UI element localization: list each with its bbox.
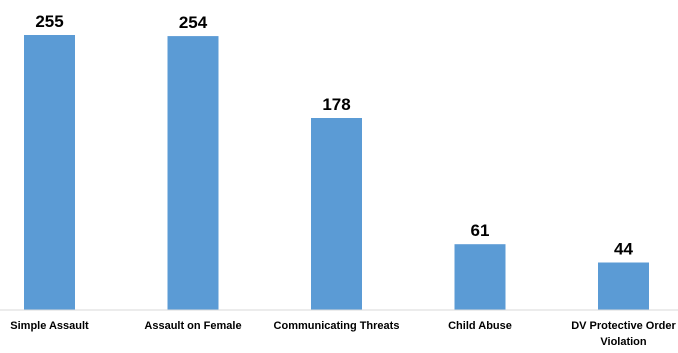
value-label-4: 44 — [614, 240, 633, 259]
bar-0 — [24, 35, 75, 310]
value-labels-group: 255 254 178 61 44 — [35, 12, 633, 259]
bar-4 — [598, 262, 649, 310]
category-label-4-line-0: DV Protective Order — [571, 320, 676, 332]
value-label-0: 255 — [35, 12, 63, 31]
category-label-3: Child Abuse — [448, 320, 512, 332]
category-label-1: Assault on Female — [144, 320, 241, 332]
bars-group — [24, 35, 649, 310]
category-label-2: Communicating Threats — [274, 320, 400, 332]
category-label-0: Simple Assault — [10, 320, 89, 332]
bar-1 — [167, 36, 219, 310]
value-label-1: 254 — [179, 13, 208, 32]
bar-3 — [454, 244, 506, 310]
value-label-2: 178 — [322, 95, 350, 114]
value-label-3: 61 — [471, 221, 490, 240]
bar-2 — [311, 118, 362, 310]
category-labels-group: Simple Assault Assault on Female Communica… — [10, 320, 676, 348]
category-label-4-line-1: Violation — [600, 336, 647, 348]
